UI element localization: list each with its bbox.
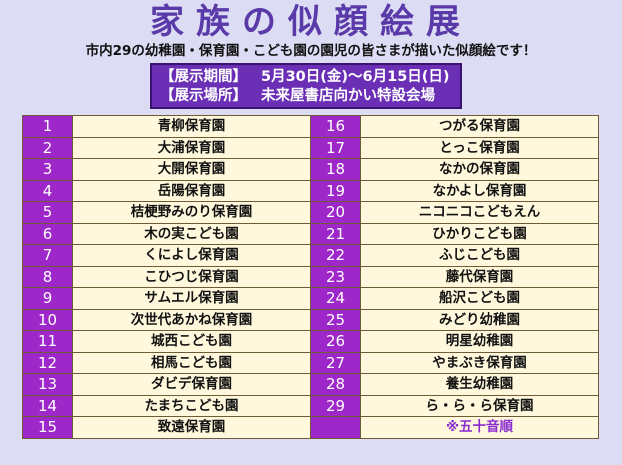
table-row: 14 たまちこども園 29 ら・ら・ら保育園 (22, 394, 599, 417)
nursery-name-cell: ニコニコこどもえん (360, 201, 599, 224)
number-cell: 9 (22, 287, 73, 310)
number-cell: 25 (310, 308, 361, 331)
table-row: 8 こひつじ保育園 23 藤代保育園 (22, 265, 599, 288)
nursery-name-cell: くによし保育園 (72, 244, 311, 267)
nursery-name-cell: ふじこども園 (360, 244, 599, 267)
table-row: 9 サムエル保育園 24 船沢こども園 (22, 287, 599, 310)
table-row: 6 木の実こども園 21 ひかりこども園 (22, 222, 599, 245)
nursery-name-cell: つがる保育園 (360, 115, 599, 138)
nursery-name-cell: 木の実こども園 (72, 222, 311, 245)
period-label: 【展示期間】 (160, 69, 247, 85)
number-cell: 4 (22, 179, 73, 202)
nursery-name-cell: たまちこども園 (72, 394, 311, 417)
number-cell: 22 (310, 244, 361, 267)
number-cell: 12 (22, 351, 73, 374)
nursery-name-cell: サムエル保育園 (72, 287, 311, 310)
number-cell: 10 (22, 308, 73, 331)
nursery-name-cell: 養生幼稚園 (360, 373, 599, 396)
number-cell: 2 (22, 136, 73, 159)
nursery-name-cell: なかの保育園 (360, 158, 599, 181)
number-cell: 6 (22, 222, 73, 245)
table-row: 3 大開保育園 18 なかの保育園 (22, 158, 599, 181)
number-cell: 3 (22, 158, 73, 181)
number-cell: 23 (310, 265, 361, 288)
number-cell: 21 (310, 222, 361, 245)
nursery-name-cell: とっこ保育園 (360, 136, 599, 159)
nursery-name-cell: みどり幼稚園 (360, 308, 599, 331)
nursery-name-cell: 明星幼稚園 (360, 330, 599, 353)
sort-note-cell: ※五十音順 (360, 416, 599, 439)
table-row: 13 ダビデ保育園 28 養生幼稚園 (22, 373, 599, 396)
table-row: 15 致遠保育園 ※五十音順 (22, 416, 599, 439)
table-row: 2 大浦保育園 17 とっこ保育園 (22, 136, 599, 159)
table-row: 5 桔梗野みのり保育園 20 ニコニコこどもえん (22, 201, 599, 224)
nursery-name-cell: ら・ら・ら保育園 (360, 394, 599, 417)
page-title: 家族の似顔絵展 (150, 2, 472, 42)
number-cell: 11 (22, 330, 73, 353)
nursery-name-cell: ダビデ保育園 (72, 373, 311, 396)
number-cell: 17 (310, 136, 361, 159)
number-cell: 27 (310, 351, 361, 374)
nursery-list-table: 1 青柳保育園 16 つがる保育園 2 大浦保育園 17 とっこ保育園 3 大開保育園 18 なかの保… (22, 115, 599, 439)
table-row: 7 くによし保育園 22 ふじこども園 (22, 244, 599, 267)
number-cell: 8 (22, 265, 73, 288)
number-cell: 1 (22, 115, 73, 138)
exhibition-period: 【展示期間】 5月30日(金)～6月15日(日) (160, 67, 450, 87)
table-row: 10 次世代あかね保育園 25 みどり幼稚園 (22, 308, 599, 331)
nursery-name-cell: 大浦保育園 (72, 136, 311, 159)
number-cell: 5 (22, 201, 73, 224)
table-row: 1 青柳保育園 16 つがる保育園 (22, 115, 599, 138)
number-cell: 24 (310, 287, 361, 310)
period-value: 5月30日(金)～6月15日(日) (261, 69, 450, 85)
number-cell: 13 (22, 373, 73, 396)
nursery-name-cell: 城西こども園 (72, 330, 311, 353)
number-cell: 7 (22, 244, 73, 267)
nursery-name-cell: ひかりこども園 (360, 222, 599, 245)
nursery-name-cell: 大開保育園 (72, 158, 311, 181)
nursery-name-cell: やまぶき保育園 (360, 351, 599, 374)
nursery-name-cell: こひつじ保育園 (72, 265, 311, 288)
nursery-name-cell: 相馬こども園 (72, 351, 311, 374)
nursery-name-cell: 船沢こども園 (360, 287, 599, 310)
number-cell: 15 (22, 416, 73, 439)
nursery-name-cell: 致遠保育園 (72, 416, 311, 439)
place-value: 未来屋書店向かい特設会場 (261, 88, 435, 104)
number-cell: 28 (310, 373, 361, 396)
number-cell: 26 (310, 330, 361, 353)
number-cell: 20 (310, 201, 361, 224)
number-cell: 29 (310, 394, 361, 417)
place-label: 【展示場所】 (160, 88, 247, 104)
nursery-name-cell: 次世代あかね保育園 (72, 308, 311, 331)
number-cell: 18 (310, 158, 361, 181)
table-row: 11 城西こども園 26 明星幼稚園 (22, 330, 599, 353)
nursery-name-cell: なかよし保育園 (360, 179, 599, 202)
number-cell: 14 (22, 394, 73, 417)
number-cell: 16 (310, 115, 361, 138)
nursery-name-cell: 桔梗野みのり保育園 (72, 201, 311, 224)
nursery-name-cell: 藤代保育園 (360, 265, 599, 288)
nursery-name-cell: 青柳保育園 (72, 115, 311, 138)
number-cell (310, 416, 361, 439)
nursery-name-cell: 岳陽保育園 (72, 179, 311, 202)
page-subtitle: 市内29の幼稚園・保育園・こども園の園児の皆さまが描いた似顔絵です！ (85, 43, 537, 59)
table-row: 4 岳陽保育園 19 なかよし保育園 (22, 179, 599, 202)
table-row: 12 相馬こども園 27 やまぶき保育園 (22, 351, 599, 374)
exhibition-info-box: 【展示期間】 5月30日(金)～6月15日(日) 【展示場所】 未来屋書店向かい特設… (150, 63, 462, 109)
number-cell: 19 (310, 179, 361, 202)
exhibition-place: 【展示場所】 未来屋書店向かい特設会場 (160, 86, 435, 106)
